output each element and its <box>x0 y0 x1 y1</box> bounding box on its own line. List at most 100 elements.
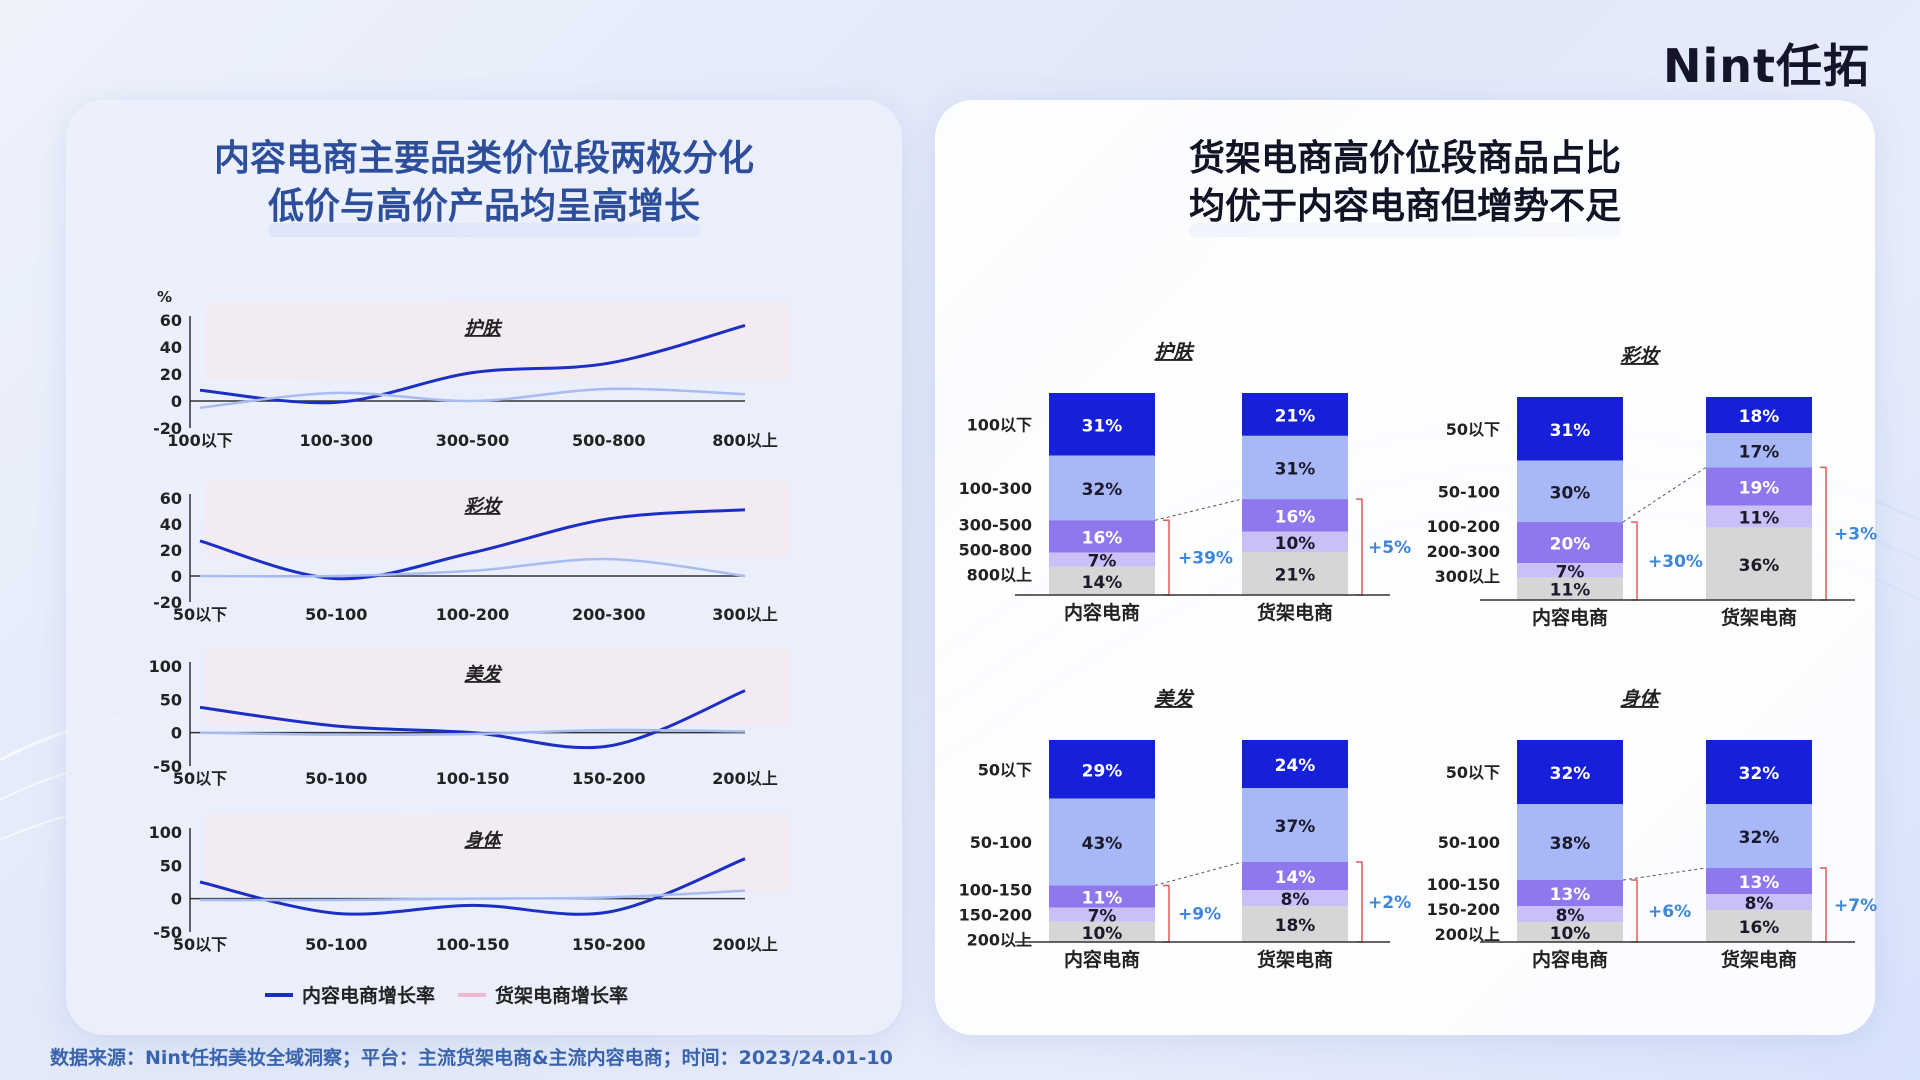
bar-value-label: 11% <box>1082 889 1123 909</box>
bar-value-label: 36% <box>1739 556 1780 576</box>
bar-value-label: 17% <box>1739 442 1780 462</box>
bar-segment <box>1242 435 1348 500</box>
bar-value-label: 14% <box>1275 868 1316 888</box>
segment-label: 200以上 <box>1435 925 1500 944</box>
bar-segment <box>1049 907 1155 922</box>
bar-segment <box>1517 906 1623 922</box>
bar-value-label: 18% <box>1739 407 1780 427</box>
bar-category-label: 内容电商 <box>1532 606 1608 629</box>
x-tick-label: 150-200 <box>572 769 645 788</box>
bar-segment <box>1517 880 1623 906</box>
bar-segment <box>1706 804 1812 868</box>
segment-label: 50-100 <box>1438 482 1500 501</box>
bar-value-label: 7% <box>1088 552 1117 572</box>
bar-value-label: 21% <box>1275 566 1316 586</box>
bar-segment <box>1706 527 1812 600</box>
bar-value-label: 10% <box>1275 534 1316 554</box>
bar-value-label: 7% <box>1556 562 1585 582</box>
bar-segment <box>1706 868 1812 894</box>
x-tick-label: 50以下 <box>173 935 227 954</box>
bar-chart-title: 身体 <box>1620 688 1661 710</box>
segment-connector <box>1622 867 1707 881</box>
segment-label: 50以下 <box>1446 763 1500 782</box>
right-title-line1: 货架电商高价位段商品占比 <box>1188 138 1621 179</box>
y-tick-label: 40 <box>160 515 182 534</box>
bar-category-label: 内容电商 <box>1064 948 1140 971</box>
segment-label: 100以下 <box>967 415 1032 434</box>
segment-label: 50-100 <box>1438 833 1500 852</box>
bar-segment <box>1706 467 1812 506</box>
bar-segment <box>1049 921 1155 942</box>
bar-chart-title: 护肤 <box>1154 341 1195 363</box>
y-tick-label: -20 <box>153 419 182 438</box>
bar-value-label: 29% <box>1082 761 1123 781</box>
segment-label: 100-200 <box>1427 517 1500 536</box>
bar-category-label: 内容电商 <box>1532 948 1608 971</box>
bar-value-label: 11% <box>1739 509 1780 529</box>
growth-bracket <box>1356 861 1363 943</box>
bar-value-label: 10% <box>1082 924 1123 944</box>
y-tick-label: -50 <box>153 757 182 776</box>
segment-label: 300-500 <box>959 515 1032 534</box>
legend-label-shelf: 货架电商增长率 <box>495 984 628 1007</box>
segment-label: 50-100 <box>970 833 1032 852</box>
growth-label: +9% <box>1178 905 1221 925</box>
bar-value-label: 16% <box>1082 528 1123 548</box>
bar-segment <box>1517 804 1623 880</box>
bar-value-label: 20% <box>1550 535 1591 555</box>
bar-segment <box>1242 788 1348 862</box>
growth-label: +3% <box>1834 525 1877 545</box>
x-tick-label: 200以上 <box>712 769 777 788</box>
bar-segment <box>1706 910 1812 942</box>
bar-segment <box>1517 740 1623 804</box>
y-tick-label: 100 <box>149 823 182 842</box>
bar-value-label: 14% <box>1082 573 1123 593</box>
series-line-shelf <box>199 889 746 902</box>
segment-label: 50以下 <box>978 760 1032 779</box>
bar-value-label: 13% <box>1739 873 1780 893</box>
y-tick-label: 0 <box>171 724 182 743</box>
growth-bracket <box>1631 521 1638 601</box>
y-unit-label: % <box>157 288 172 306</box>
title-band <box>205 302 790 380</box>
x-tick-label: 100-200 <box>436 605 509 624</box>
y-tick-label: 40 <box>160 338 182 357</box>
y-tick-label: 60 <box>160 489 182 508</box>
growth-bracket <box>1631 879 1638 943</box>
bar-segment <box>1049 455 1155 521</box>
stacked-bar-chart-2: 彩妆31%30%20%7%11%内容电商+30%18%17%19%11%36%货… <box>1427 345 1878 629</box>
bar-segment <box>1049 552 1155 567</box>
growth-bracket <box>1820 867 1827 943</box>
line-chart-4: 身体 -50 0 50 100 50以下 50-100 100-150 150-200 200以上 <box>149 814 790 954</box>
growth-bracket <box>1820 466 1827 601</box>
right-panel-title: 货架电商高价位段商品占比 均优于内容电商但增势不足 <box>935 135 1875 237</box>
bar-segment <box>1242 531 1348 553</box>
bar-segment <box>1049 566 1155 595</box>
bar-segment <box>1242 499 1348 532</box>
series-line-shelf <box>199 728 746 737</box>
segment-label: 100-150 <box>1427 875 1500 894</box>
bar-value-label: 32% <box>1739 764 1780 784</box>
bar-value-label: 38% <box>1550 834 1591 854</box>
x-tick-label: 50-100 <box>305 605 367 624</box>
bar-value-label: 8% <box>1281 890 1310 910</box>
x-tick-label: 100-150 <box>436 935 509 954</box>
title-band <box>205 648 790 726</box>
y-tick-label: 0 <box>171 567 182 586</box>
growth-label: +6% <box>1648 902 1691 922</box>
segment-connector <box>1154 861 1243 886</box>
bar-value-label: 32% <box>1550 764 1591 784</box>
bar-category-label: 货架电商 <box>1257 948 1333 971</box>
bar-value-label: 37% <box>1275 817 1316 837</box>
bar-value-label: 16% <box>1739 918 1780 938</box>
title-band <box>205 480 790 558</box>
x-tick-label: 300-500 <box>436 431 509 450</box>
x-tick-label: 50以下 <box>173 605 227 624</box>
bar-value-label: 21% <box>1275 406 1316 426</box>
bar-segment <box>1242 552 1348 595</box>
bar-segment <box>1049 520 1155 553</box>
growth-bracket <box>1356 498 1363 596</box>
y-tick-label: 50 <box>160 690 182 709</box>
growth-label: +30% <box>1648 552 1703 572</box>
